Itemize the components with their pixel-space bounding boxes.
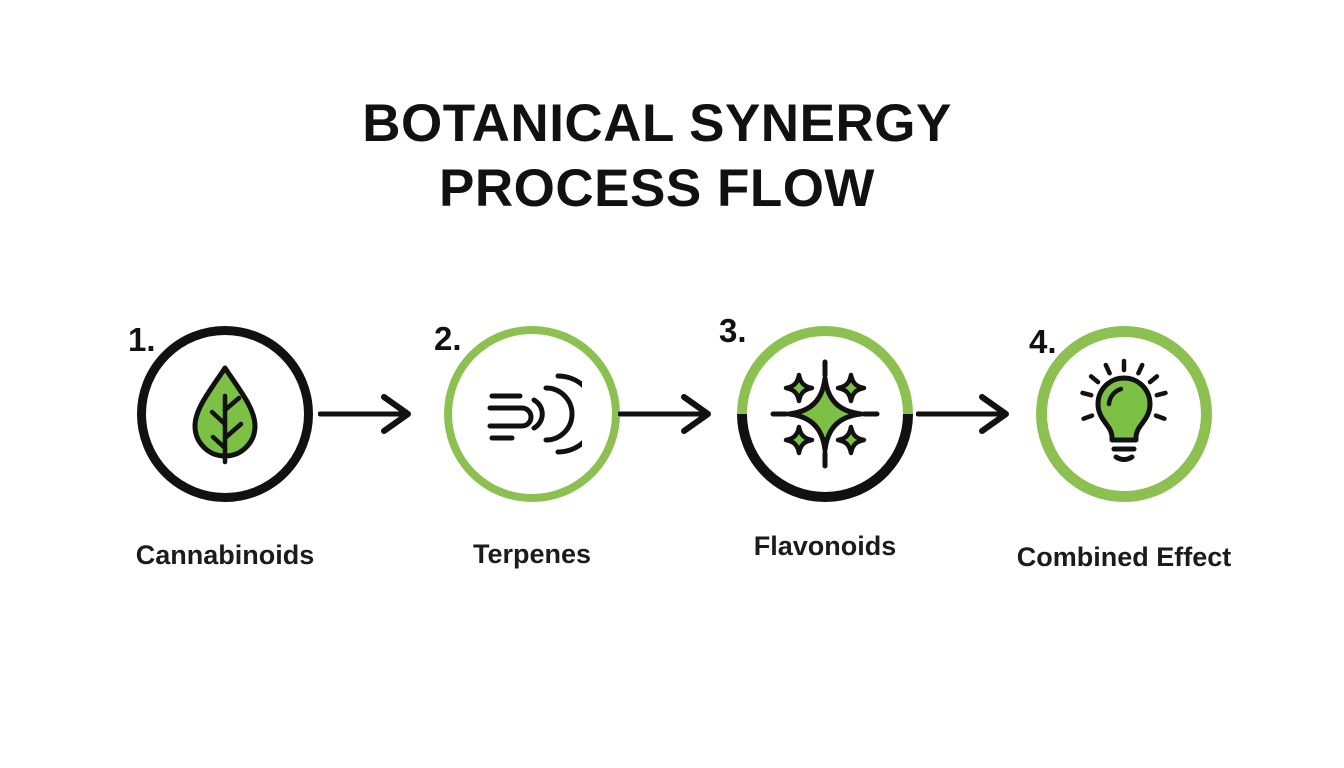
- page-title: BOTANICAL SYNERGY PROCESS FLOW: [0, 92, 1329, 221]
- step-flavonoids: 3. Flavonoids: [719, 314, 913, 561]
- aroma-waves-icon: [482, 372, 582, 456]
- page-title-line2: PROCESS FLOW: [439, 158, 875, 218]
- lightbulb-icon: [1072, 358, 1176, 470]
- step-cannabinoids: 1. Cannabinoids: [128, 323, 314, 570]
- step-label: Combined Effect: [1016, 542, 1232, 572]
- sparkles-icon: [770, 359, 880, 469]
- step-number: 1.: [128, 321, 156, 358]
- flow-arrow-icon: [618, 394, 711, 434]
- step-combined-effect: 4. Combined Effect: [1017, 325, 1232, 572]
- step-number: 3.: [719, 312, 747, 349]
- flow-arrow-icon: [916, 394, 1009, 434]
- step-number: 4.: [1029, 323, 1057, 360]
- page-title-line1: BOTANICAL SYNERGY: [362, 94, 952, 153]
- step-label: Flavonoids: [753, 531, 897, 561]
- step-number: 2.: [434, 320, 462, 357]
- flow-arrow-icon: [318, 394, 411, 434]
- step-label: Terpenes: [472, 539, 592, 569]
- step-label: Cannabinoids: [135, 540, 315, 570]
- step-terpenes: 2. Terpenes: [434, 322, 620, 569]
- leaf-icon: [185, 362, 265, 466]
